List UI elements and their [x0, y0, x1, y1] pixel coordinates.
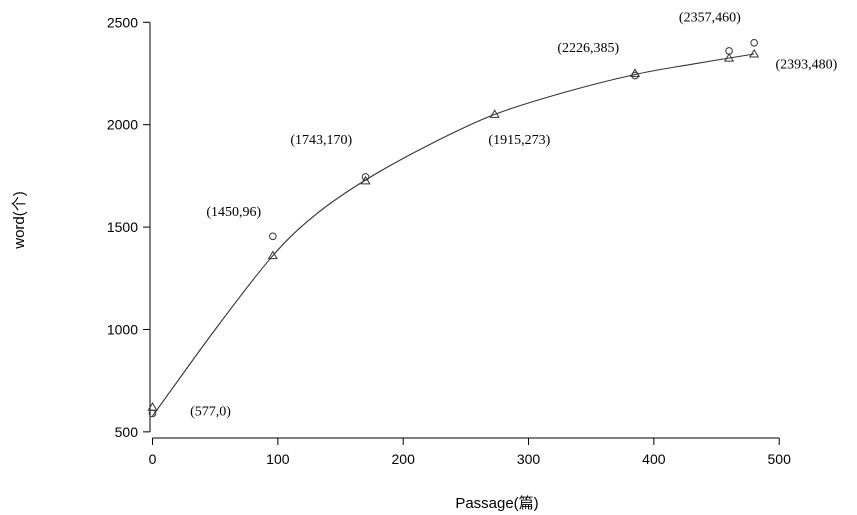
point-annotation: (577,0)	[190, 404, 231, 419]
triangle-point	[267, 250, 278, 260]
y-tick-label: 2000	[107, 117, 138, 133]
x-tick-label: 100	[266, 451, 290, 467]
y-tick-label: 2500	[107, 14, 138, 30]
triangle-point	[749, 48, 760, 58]
y-tick-label: 500	[115, 424, 139, 440]
x-axis-title: Passage(篇)	[455, 494, 538, 512]
point-annotation: (2226,385)	[557, 41, 619, 56]
axes: 0 100 200 300 400 500 500 1000 1500 2000 2500	[107, 14, 791, 467]
x-tick-label: 300	[517, 451, 541, 467]
triangle-point	[360, 175, 371, 185]
point-annotation: (2393,480)	[775, 57, 837, 72]
x-tick-label: 400	[642, 451, 666, 467]
point-annotation: (1450,96)	[206, 205, 261, 220]
circle-point	[361, 173, 370, 181]
y-tick-label: 1000	[107, 321, 138, 337]
y-axis-title: word(个)	[11, 191, 28, 250]
x-tick-label: 200	[392, 451, 416, 467]
circle-point	[750, 38, 758, 47]
triangle-point	[723, 52, 735, 62]
point-annotation: (1915,273)	[488, 133, 550, 148]
point-annotation: (2357,460)	[679, 10, 741, 25]
data-points	[147, 38, 760, 418]
x-tick-label: 0	[149, 451, 157, 467]
fit-curve	[152, 53, 755, 417]
x-tick-label: 500	[768, 451, 792, 467]
y-tick-label: 1500	[107, 219, 138, 235]
triangle-point	[147, 402, 158, 411]
point-annotation: (1743,170)	[290, 133, 352, 148]
triangle-point	[489, 109, 500, 118]
annotations: (577,0) (1450,96) (1743,170) (1915,273) (222…	[190, 10, 837, 419]
fit-curve-line	[152, 53, 755, 417]
triangle-point	[629, 68, 641, 77]
circle-point	[269, 232, 277, 241]
